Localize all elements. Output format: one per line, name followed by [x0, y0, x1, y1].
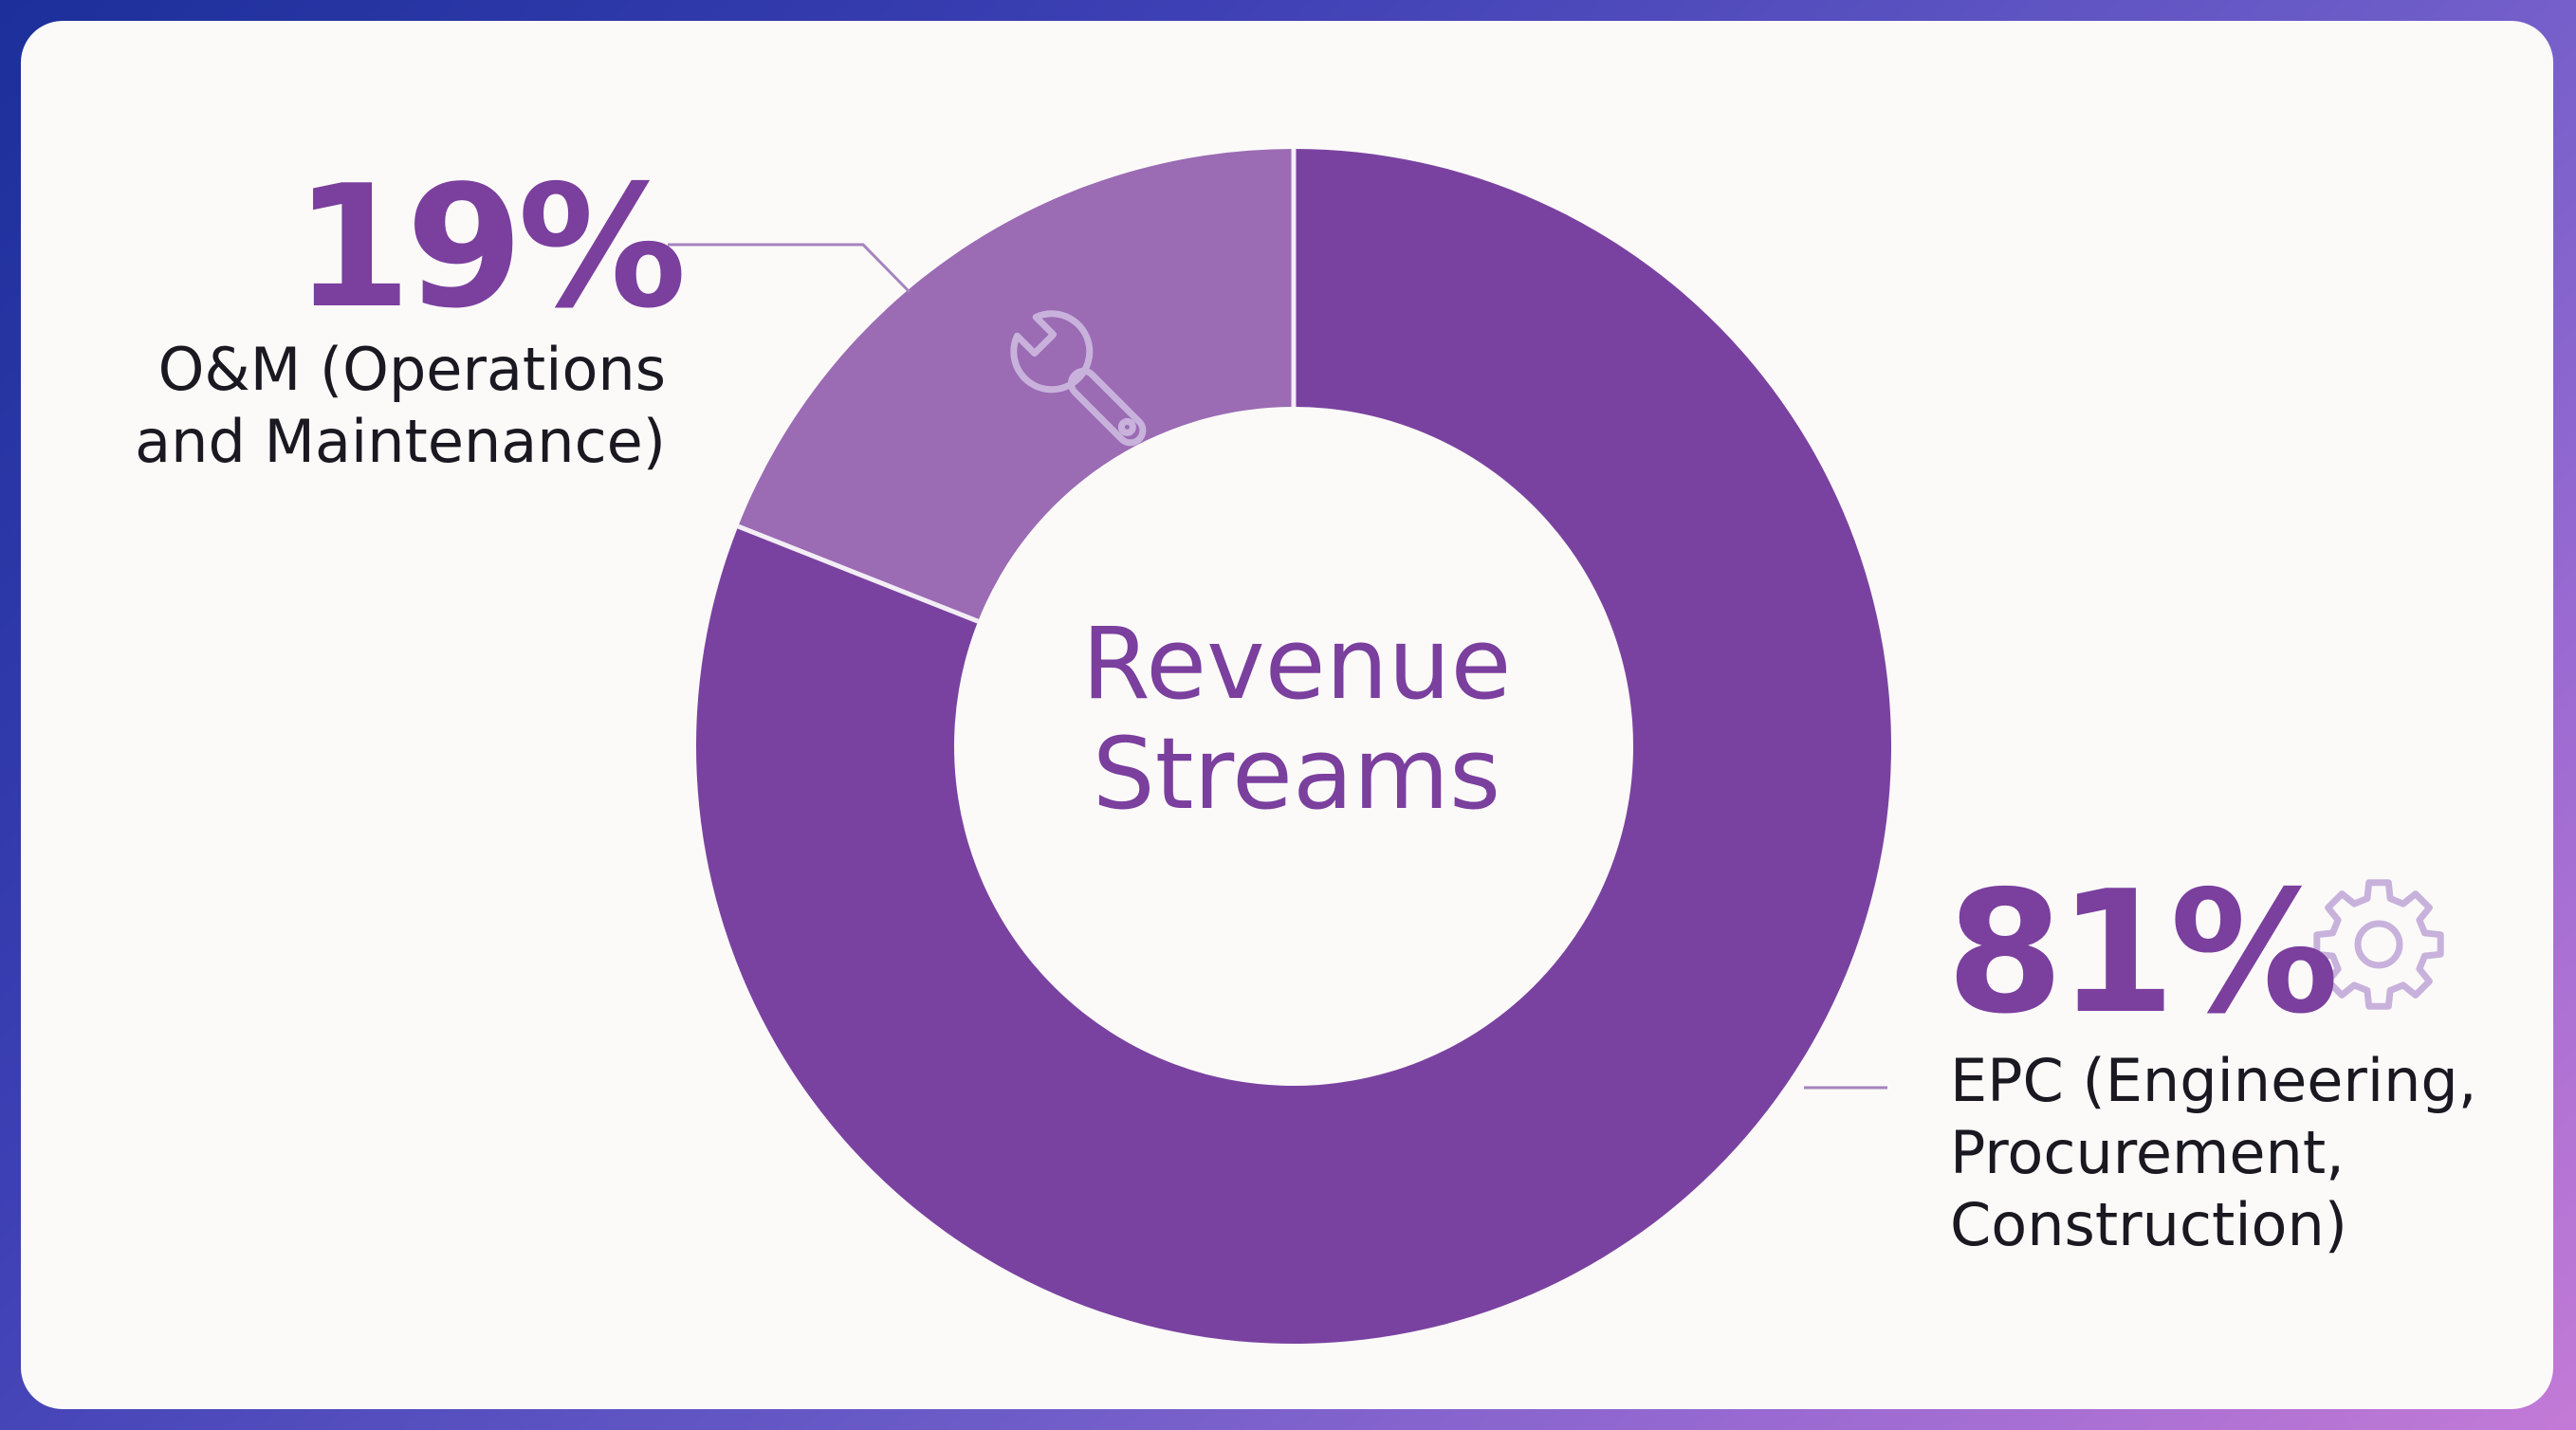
om-segment — [738, 149, 1294, 622]
gear-hub — [2354, 920, 2403, 969]
chart-center-title: Revenue Streams — [969, 609, 1624, 829]
om-label: O&M (Operations and Maintenance) — [97, 334, 666, 478]
om-label-line: O&M (Operations — [157, 335, 666, 404]
gear-outline — [2313, 879, 2444, 1010]
epc-label-line: Procurement, — [1950, 1118, 2345, 1187]
epc-label-line: EPC (Engineering, — [1950, 1046, 2477, 1115]
center-title-line: Revenue — [1081, 606, 1512, 722]
center-title-line: Streams — [1092, 716, 1501, 832]
segment-separator-left — [737, 523, 980, 624]
donut-chart — [668, 149, 2444, 1344]
gear-icon — [2313, 879, 2444, 1010]
chart-card: 19% O&M (Operations and Maintenance) 81%… — [21, 21, 2553, 1409]
epc-label-line: Construction) — [1950, 1190, 2347, 1259]
om-connector-line — [668, 243, 911, 294]
epc-percentage: 81% — [1946, 854, 2339, 1051]
epc-label: EPC (Engineering, Procurement, Construct… — [1950, 1045, 2476, 1261]
epc-segment — [695, 149, 1891, 1344]
om-label-line: and Maintenance) — [135, 407, 666, 476]
wrench-icon — [1010, 310, 1147, 447]
om-percentage: 19% — [294, 149, 687, 345]
